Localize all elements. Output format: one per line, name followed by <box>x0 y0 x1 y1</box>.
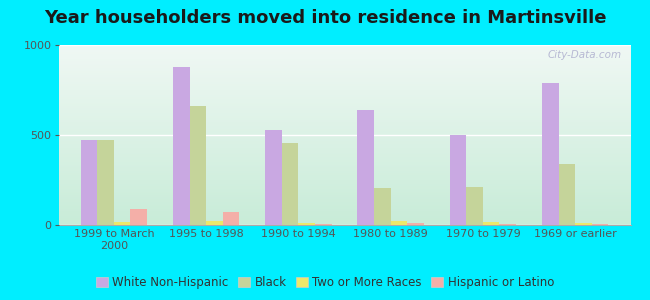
Bar <box>206 220 223 225</box>
Bar <box>298 223 315 225</box>
Bar <box>281 143 298 225</box>
Bar <box>131 209 147 225</box>
Bar <box>408 223 424 225</box>
Bar <box>358 110 374 225</box>
Bar <box>499 224 516 225</box>
Bar <box>450 135 466 225</box>
Bar <box>98 140 114 225</box>
Bar <box>114 222 131 225</box>
Text: Year householders moved into residence in Martinsville: Year householders moved into residence i… <box>44 9 606 27</box>
Bar <box>391 220 408 225</box>
Bar <box>315 224 332 225</box>
Bar <box>190 106 206 225</box>
Bar <box>483 222 499 225</box>
Bar <box>81 140 98 225</box>
Bar <box>558 164 575 225</box>
Bar <box>265 130 281 225</box>
Text: City-Data.com: City-Data.com <box>548 50 622 60</box>
Legend: White Non-Hispanic, Black, Two or More Races, Hispanic or Latino: White Non-Hispanic, Black, Two or More R… <box>91 272 559 294</box>
Bar <box>542 83 558 225</box>
Bar <box>223 212 239 225</box>
Bar <box>575 223 592 225</box>
Bar <box>592 224 608 225</box>
Bar <box>374 188 391 225</box>
Bar <box>173 67 190 225</box>
Bar <box>466 187 483 225</box>
